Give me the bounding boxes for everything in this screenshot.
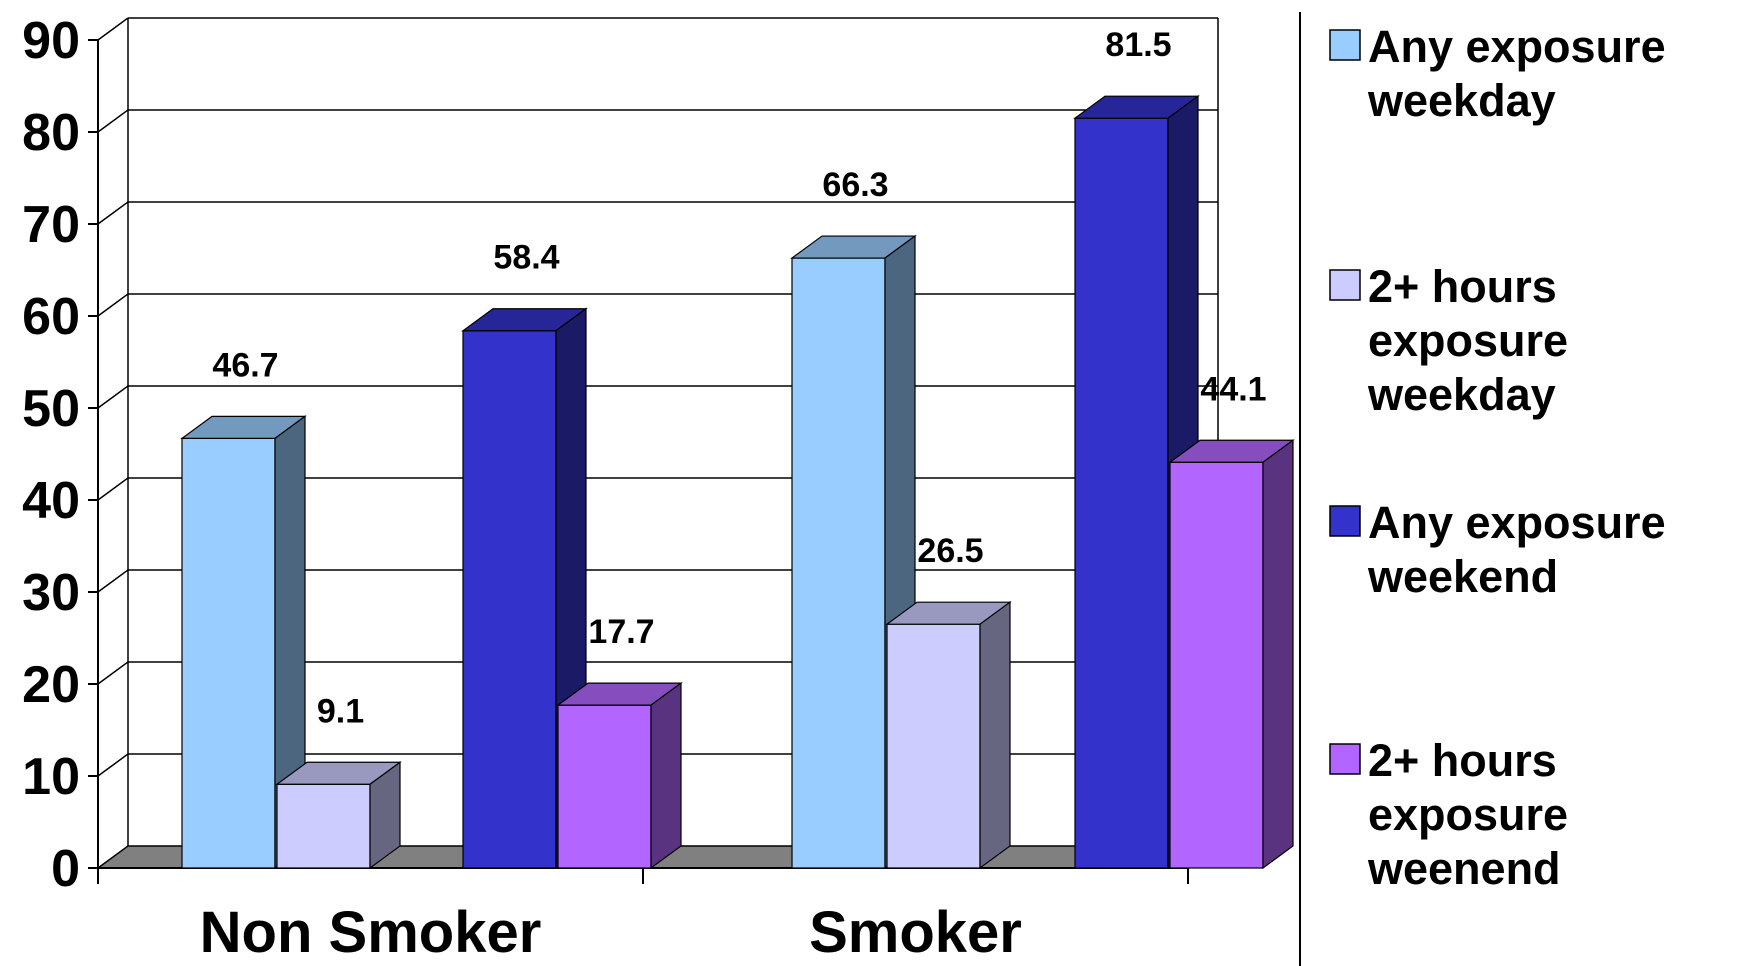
y-tick-label: 90 [22,12,80,70]
y-tick-label: 80 [22,104,80,162]
x-category-label: Non Smoker [200,900,542,965]
legend-label: exposure [1368,789,1568,840]
y-tick-label: 60 [22,288,80,346]
bar-front [557,704,652,869]
legend-label: 2+ hours [1368,261,1557,312]
gridlines-layer [97,17,1219,846]
bar-front [1169,461,1264,869]
bar-side [369,761,401,870]
axes-layer: 0 10 20 30 40 50 60 70 80 90 Non Smoker Smoker [22,12,1189,965]
y-tick-label: 0 [51,840,80,898]
bar [180,415,307,870]
bar-front [791,257,886,869]
bar-front [181,437,276,869]
legend-label: weenend [1367,843,1561,894]
legend-label: exposure [1368,315,1568,366]
bar [1168,439,1295,870]
bar-front [276,783,371,869]
legend-label: weekday [1367,369,1556,420]
bar-side [650,681,682,870]
bar [885,601,1012,870]
bar [556,681,683,870]
data-label: 26.5 [917,532,983,570]
data-label: 44.1 [1200,370,1266,408]
legend-swatch [1329,29,1361,61]
legend-swatch [1329,743,1361,775]
data-label: 17.7 [588,613,654,651]
y-tick-label: 10 [22,748,80,806]
gridline-side [97,661,129,685]
bar [461,307,588,870]
y-tick-label: 20 [22,656,80,714]
data-label: 81.5 [1105,26,1171,64]
bar [1073,95,1200,870]
legend-label: weekday [1367,75,1556,126]
bar [275,761,402,870]
legend-label: Any exposure [1368,497,1666,548]
y-tick-label: 70 [22,196,80,254]
bars-layer [180,95,1295,870]
gridline-side [97,201,129,225]
data-labels-layer: 46.7 9.1 58.4 17.7 66.3 26.5 81.5 44.1 [212,26,1266,730]
gridline-side [97,753,129,777]
bar-front [1074,117,1169,869]
gridline-side [97,293,129,317]
y-tick-label: 30 [22,564,80,622]
data-label: 9.1 [317,692,364,730]
y-tick-label: 40 [22,472,80,530]
gridline-side [97,385,129,409]
gridline-side [97,569,129,593]
bar-front [886,623,981,869]
gridline-side [97,477,129,501]
bar-side [979,601,1011,870]
data-label: 46.7 [212,346,278,384]
data-label: 66.3 [822,166,888,204]
bar-front [462,330,557,869]
bar-side [1262,439,1294,870]
legend-swatch [1329,505,1361,537]
legend-label: 2+ hours [1368,735,1557,786]
legend-label: Any exposure [1368,21,1666,72]
legend-swatch [1329,269,1361,301]
y-tick-label: 50 [22,380,80,438]
data-label: 58.4 [493,239,559,277]
gridline-side [97,17,129,41]
gridline-side [97,109,129,133]
x-category-label: Smoker [809,900,1022,965]
legend-label: weekend [1367,551,1558,602]
